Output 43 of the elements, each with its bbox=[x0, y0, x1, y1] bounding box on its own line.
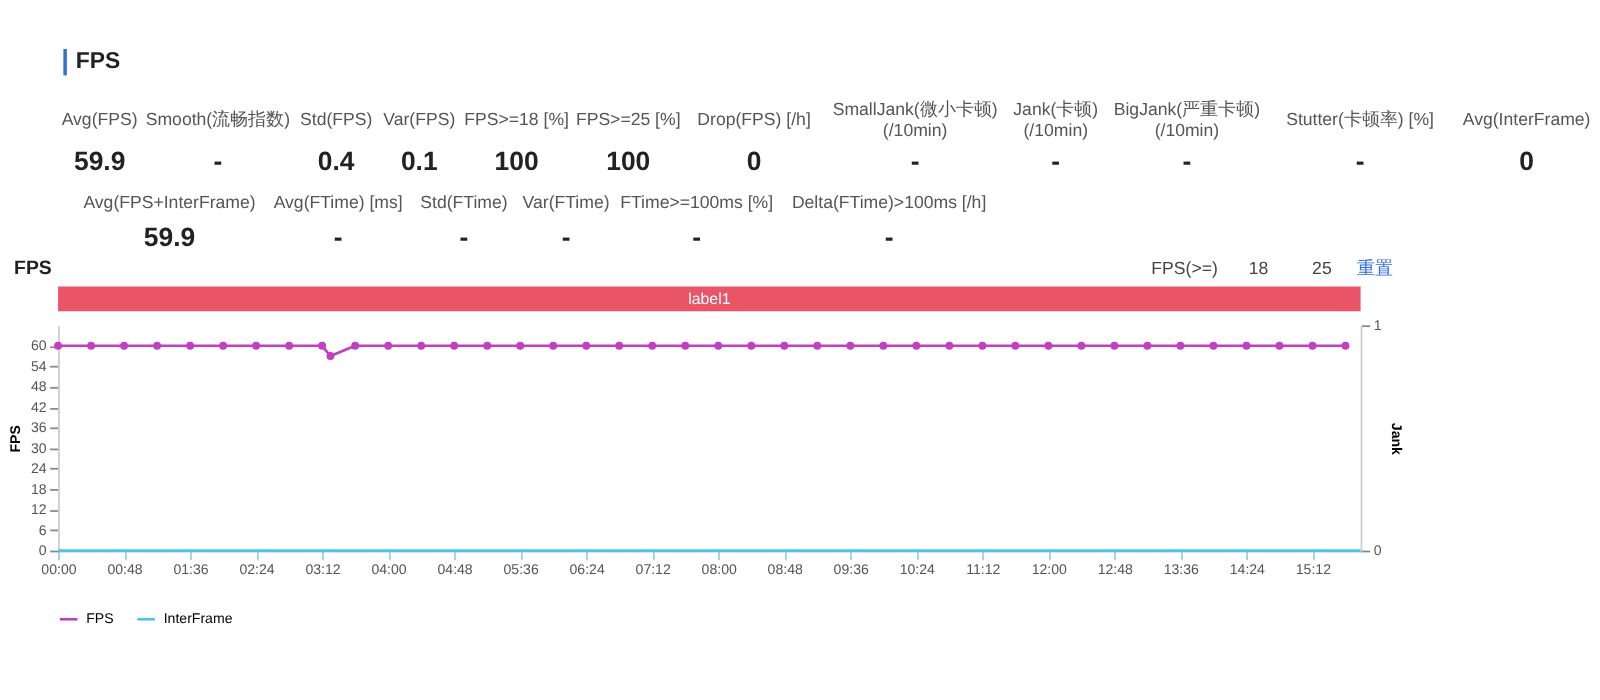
text: Var(FTime) bbox=[522, 192, 610, 213]
text: Std(FPS) bbox=[300, 109, 373, 130]
chart-title: FPS bbox=[14, 258, 53, 281]
text: 59.9 bbox=[143, 222, 196, 253]
text: 0.1 bbox=[400, 146, 438, 177]
text: Avg(InterFrame) bbox=[1462, 109, 1591, 130]
text: 100 bbox=[606, 146, 651, 177]
text: - bbox=[561, 222, 571, 253]
text: 100 bbox=[494, 146, 539, 177]
text: - bbox=[910, 146, 920, 177]
text: 25 bbox=[1312, 258, 1332, 279]
text: FPS>=25 [%] bbox=[575, 109, 681, 130]
text: - bbox=[1355, 146, 1365, 177]
text: - bbox=[884, 222, 894, 253]
text: 0 bbox=[1519, 146, 1534, 177]
text: Avg(FTime) [ms] bbox=[273, 192, 403, 213]
text: FPS bbox=[75, 50, 121, 75]
text: 18 bbox=[1248, 258, 1269, 279]
text: Stutter(卡顿率) [%] bbox=[1286, 109, 1435, 130]
text: - bbox=[692, 222, 702, 253]
text: - bbox=[459, 222, 469, 253]
text: label1 bbox=[688, 290, 732, 309]
text: 0.4 bbox=[317, 146, 356, 177]
text: - bbox=[1182, 146, 1192, 177]
text: 59.9 bbox=[73, 146, 126, 177]
text: Smooth(流畅指数) bbox=[145, 109, 291, 130]
text: FPS>=18 [%] bbox=[464, 109, 569, 130]
text: FPS(>=) bbox=[1151, 258, 1218, 279]
text: SmallJank(微小卡顿) (/10min) bbox=[832, 98, 998, 140]
text: - bbox=[333, 222, 343, 253]
text: Var(FPS) bbox=[383, 109, 456, 130]
text: - bbox=[1051, 146, 1061, 177]
text: Delta(FTime)>100ms [/h] bbox=[791, 192, 987, 213]
text: Jank(卡顿) (/10min) bbox=[1013, 98, 1099, 140]
text: FTime>=100ms [%] bbox=[620, 192, 774, 213]
text: Avg(FPS) bbox=[61, 109, 138, 130]
text: Std(FTime) bbox=[420, 192, 508, 213]
text: - bbox=[213, 146, 223, 177]
text: 0 bbox=[746, 146, 762, 177]
text: 重置 bbox=[1356, 258, 1393, 279]
text: Avg(FPS+InterFrame) bbox=[83, 192, 256, 213]
text: Drop(FPS) [/h] bbox=[697, 109, 811, 130]
text: BigJank(严重卡顿) (/10min) bbox=[1113, 98, 1261, 140]
